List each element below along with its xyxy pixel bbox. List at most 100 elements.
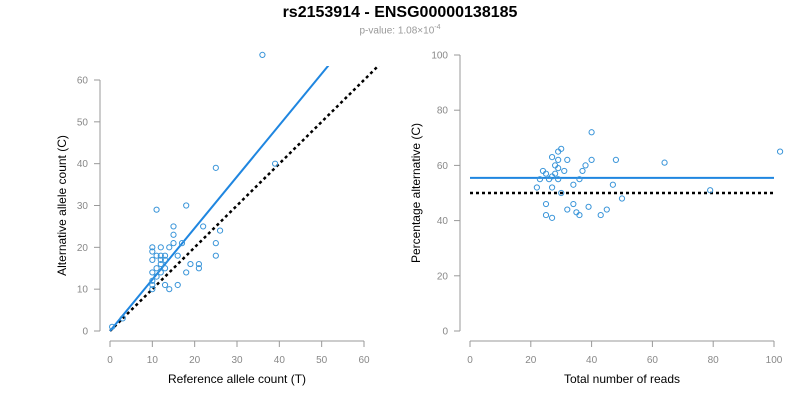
data-point [170,223,177,230]
data-point [149,281,156,289]
data-point [149,244,156,251]
data-point [609,181,616,188]
data-point [570,200,577,208]
x-tick-label: 20 [189,355,201,366]
y-tick-label: 80 [437,106,449,117]
x-tick-label: 80 [708,355,720,366]
data-point [259,51,266,59]
data-point [187,260,194,268]
data-point [149,256,156,263]
y-tick-label: 100 [431,51,448,62]
data-point [157,256,164,263]
data-point [564,206,571,213]
data-point [542,200,550,208]
data-point [536,176,544,183]
x-tick-label: 20 [525,355,537,366]
data-point [561,167,568,175]
data-point [149,286,156,293]
data-point [555,156,562,163]
data-point [564,156,571,163]
data-point [149,277,156,284]
x-tick-label: 40 [274,355,286,366]
data-point [548,214,556,221]
data-point [195,260,202,268]
x-tick-label: 60 [647,355,659,366]
data-point [548,184,556,191]
x-tick-label: 60 [358,355,370,366]
data-point [178,240,186,247]
data-point [153,265,160,272]
x-axis-label: Total number of reads [564,372,680,386]
data-point [603,206,610,213]
data-point [161,265,169,272]
data-point [212,252,219,259]
data-point [161,281,169,289]
x-tick-label: 50 [316,355,328,366]
data-point [157,244,164,251]
y-tick-label: 40 [77,159,89,170]
data-point [558,189,565,197]
y-axis-label: Percentage alternative (C) [409,123,423,263]
data-point [166,286,173,293]
data-point [153,252,160,259]
data-point [157,252,164,259]
data-point [212,164,219,171]
data-point [170,231,177,238]
x-tick-label: 30 [231,355,243,366]
data-point [576,211,583,219]
data-point [216,227,224,234]
data-point [588,129,595,136]
data-point [579,167,586,175]
data-point [161,252,169,259]
chart-title: rs2153914 - ENSG00000138185 [282,4,518,21]
data-point [548,154,556,161]
data-point [576,176,583,183]
data-point [555,176,562,183]
data-point [161,256,169,263]
data-point [612,156,620,163]
x-tick-label: 10 [147,355,159,366]
data-point [183,269,190,276]
data-point [570,181,577,188]
data-point [149,248,156,255]
data-point [149,269,156,276]
x-tick-label: 100 [766,355,783,366]
chart-subtitle: p-value: 1.08×10-4 [0,24,800,36]
data-point [119,315,126,322]
data-point [183,202,190,209]
data-point [542,211,550,219]
y-tick-label: 50 [77,117,89,128]
data-point [200,223,207,230]
x-tick-label: 0 [467,355,473,366]
pvalue-exponent: -4 [434,24,441,31]
data-point [157,269,164,276]
data-point [597,211,604,219]
data-point [661,159,668,166]
data-point [109,323,116,330]
y-tick-label: 60 [77,76,89,87]
fit-line [109,66,330,332]
y-tick-label: 0 [442,327,448,338]
data-point [170,240,177,247]
data-point [618,195,626,202]
y-axis-label: Alternative allele count (C) [55,135,69,276]
data-point [542,170,550,177]
y-tick-label: 20 [77,243,89,254]
data-point [588,156,595,163]
data-point [776,148,784,155]
y-tick-label: 0 [82,327,88,338]
data-point [212,240,219,247]
data-point [153,206,160,213]
y-tick-label: 20 [437,271,449,282]
data-point [533,184,540,191]
data-point [153,273,160,280]
x-tick-label: 40 [586,355,598,366]
data-point [195,265,202,272]
x-tick-label: 0 [107,355,113,366]
data-point [166,244,173,251]
data-point [555,165,562,172]
x-axis-label: Reference allele count (T) [168,372,306,386]
data-point [558,145,565,152]
